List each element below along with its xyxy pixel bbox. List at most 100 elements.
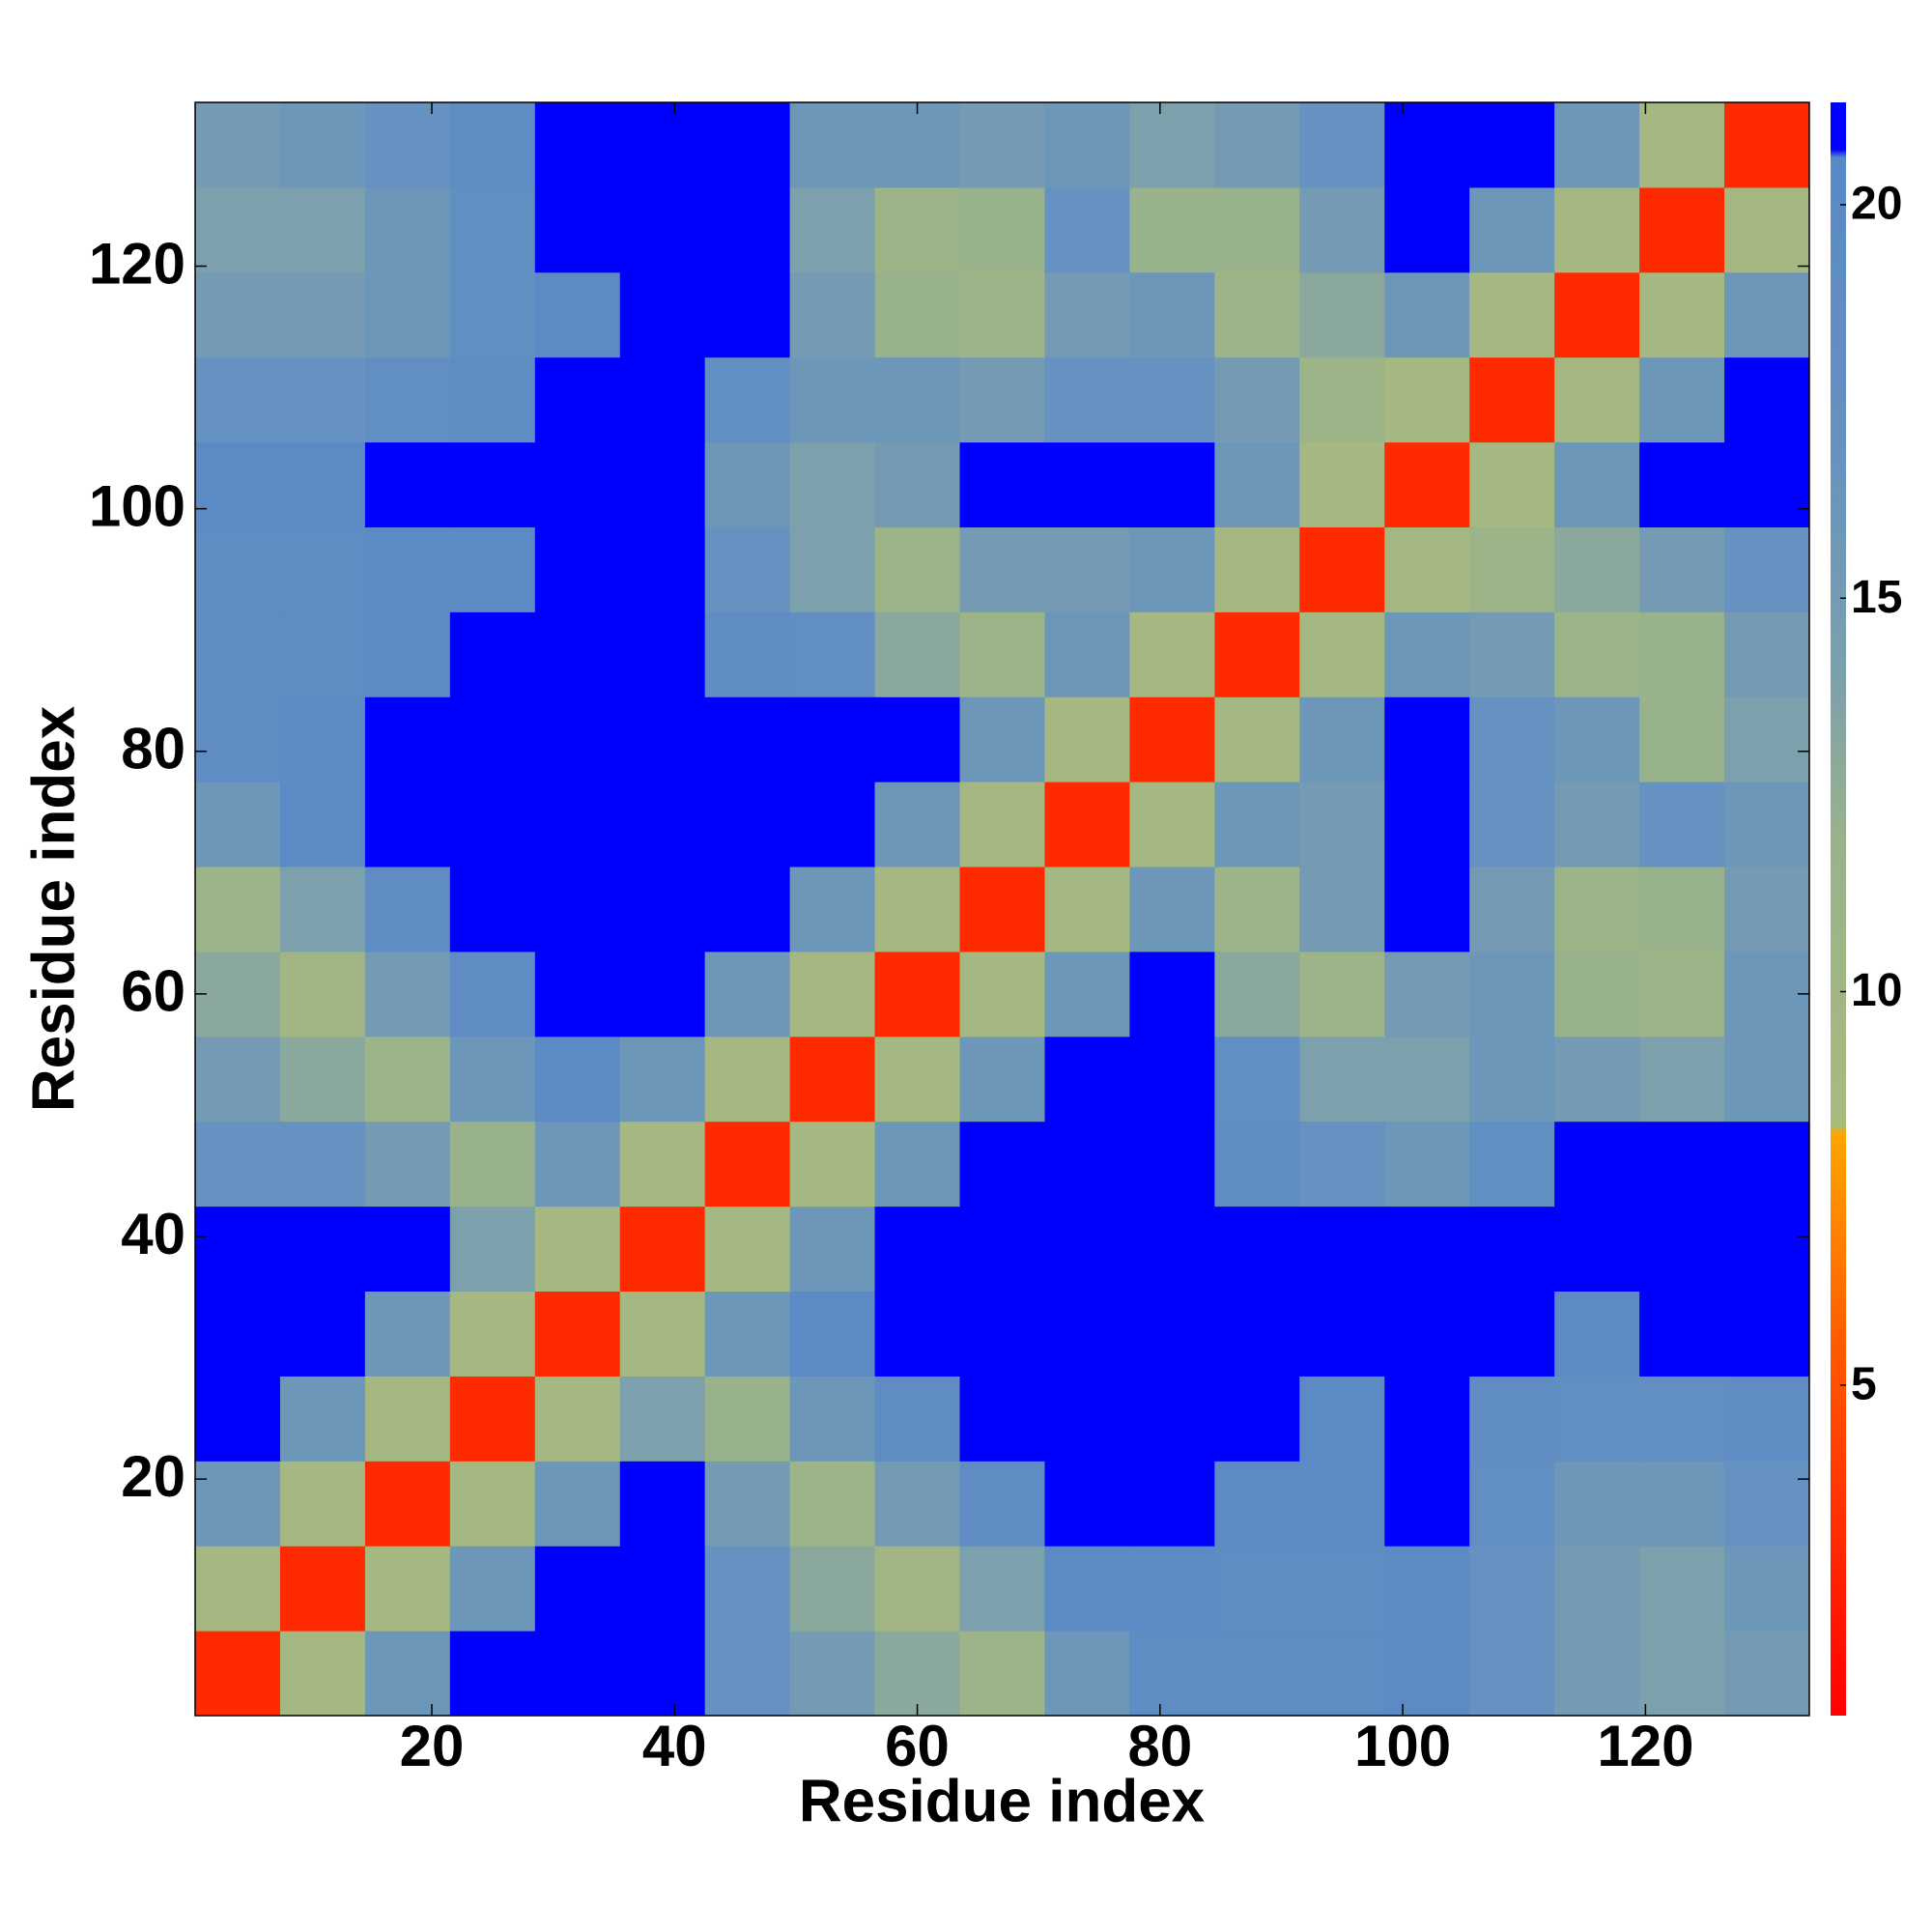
heatmap-cell bbox=[874, 1631, 961, 1717]
heatmap-cell bbox=[1469, 356, 1555, 443]
heatmap-cell bbox=[704, 781, 791, 867]
heatmap-cell bbox=[874, 696, 961, 782]
heatmap-cell bbox=[1044, 1121, 1130, 1208]
heatmap-cell bbox=[1639, 1631, 1725, 1717]
heatmap-cell bbox=[449, 951, 536, 1037]
heatmap-cell bbox=[1469, 781, 1555, 867]
heatmap-cell bbox=[1554, 951, 1640, 1037]
heatmap-cell bbox=[704, 102, 791, 188]
heatmap-cell bbox=[534, 1631, 621, 1717]
heatmap-cell bbox=[1469, 1291, 1555, 1377]
heatmap-cell bbox=[959, 186, 1045, 273]
heatmap-cell bbox=[619, 1631, 706, 1717]
heatmap-cell bbox=[364, 1206, 451, 1293]
heatmap-cell bbox=[1129, 102, 1215, 188]
heatmap-cell bbox=[1129, 1631, 1215, 1717]
heatmap-cell bbox=[1639, 867, 1725, 952]
heatmap-cell bbox=[1469, 186, 1555, 273]
heatmap-cell bbox=[1299, 1461, 1385, 1547]
heatmap-cell bbox=[619, 441, 706, 527]
y-tick-label: 100 bbox=[89, 473, 185, 538]
heatmap-cell bbox=[959, 1631, 1045, 1717]
heatmap-cell bbox=[195, 1036, 281, 1122]
heatmap-cell bbox=[1129, 1121, 1215, 1208]
heatmap-cell bbox=[1384, 1631, 1470, 1717]
heatmap-cell bbox=[279, 1036, 366, 1122]
heatmap-cell bbox=[1044, 1291, 1130, 1377]
heatmap-cell bbox=[704, 1546, 791, 1632]
heatmap-cell bbox=[704, 441, 791, 527]
heatmap-cell bbox=[1384, 1036, 1470, 1122]
heatmap-cell bbox=[874, 186, 961, 273]
heatmap-cell bbox=[449, 186, 536, 273]
colorbar-tick-label: 10 bbox=[1851, 965, 1902, 1016]
heatmap-cell bbox=[874, 611, 961, 697]
heatmap-cell bbox=[279, 611, 366, 697]
heatmap-cell bbox=[195, 1291, 281, 1377]
heatmap-cell bbox=[1639, 1121, 1725, 1208]
heatmap-cell bbox=[279, 1461, 366, 1547]
heatmap-cell bbox=[619, 696, 706, 782]
heatmap-cell bbox=[1129, 441, 1215, 527]
heatmap-cell bbox=[1044, 1376, 1130, 1462]
heatmap-cell bbox=[195, 356, 281, 443]
heatmap-cell bbox=[1554, 441, 1640, 527]
heatmap-cell bbox=[1299, 526, 1385, 612]
heatmap-cell bbox=[789, 1376, 876, 1462]
heatmap-cell bbox=[1554, 867, 1640, 952]
heatmap-cell bbox=[1724, 271, 1810, 358]
heatmap-cell bbox=[449, 611, 536, 697]
heatmap-cell bbox=[1044, 526, 1130, 612]
heatmap-cell bbox=[619, 186, 706, 273]
heatmap-cell bbox=[704, 1121, 791, 1208]
heatmap-cell bbox=[1299, 356, 1385, 443]
heatmap-cell bbox=[1299, 1206, 1385, 1293]
heatmap-cell bbox=[1639, 611, 1725, 697]
heatmap-cell bbox=[279, 1121, 366, 1208]
heatmap-cell bbox=[1299, 867, 1385, 952]
heatmap-cell bbox=[959, 1546, 1045, 1632]
heatmap-cell bbox=[789, 186, 876, 273]
heatmap-cell bbox=[1299, 1631, 1385, 1717]
heatmap-cell bbox=[789, 1631, 876, 1717]
heatmap-cell bbox=[449, 441, 536, 527]
heatmap-cell bbox=[279, 102, 366, 188]
heatmap-cell bbox=[1724, 1461, 1810, 1547]
heatmap-cell bbox=[1129, 1036, 1215, 1122]
x-tick-label: 100 bbox=[1354, 1714, 1451, 1778]
heatmap-cell bbox=[1554, 696, 1640, 782]
heatmap-cell bbox=[534, 271, 621, 358]
heatmap-cell bbox=[195, 867, 281, 952]
heatmap-cell bbox=[195, 186, 281, 273]
heatmap-cell bbox=[1214, 1631, 1300, 1717]
heatmap-cell bbox=[1724, 1546, 1810, 1632]
heatmap-cell bbox=[789, 441, 876, 527]
heatmap-cell bbox=[1384, 867, 1470, 952]
heatmap-cell bbox=[534, 1546, 621, 1632]
heatmap-cell bbox=[195, 611, 281, 697]
heatmap-cell bbox=[1639, 1036, 1725, 1122]
heatmap-cell bbox=[1384, 186, 1470, 273]
heatmap-cell bbox=[449, 1546, 536, 1632]
heatmap-cell bbox=[959, 1121, 1045, 1208]
heatmap-cell bbox=[1129, 186, 1215, 273]
heatmap-cell bbox=[874, 1546, 961, 1632]
heatmap-cell bbox=[1384, 951, 1470, 1037]
heatmap-cell bbox=[279, 356, 366, 443]
heatmap-cell bbox=[195, 526, 281, 612]
heatmap-cell bbox=[1044, 441, 1130, 527]
heatmap-cell bbox=[364, 1461, 451, 1547]
heatmap-cell bbox=[1214, 1461, 1300, 1547]
heatmap-cell bbox=[1724, 441, 1810, 527]
x-axis-label: Residue index bbox=[799, 1768, 1206, 1834]
heatmap-cell bbox=[1384, 781, 1470, 867]
heatmap-cell bbox=[704, 526, 791, 612]
x-tick-label: 60 bbox=[885, 1714, 950, 1778]
heatmap-cell bbox=[789, 951, 876, 1037]
heatmap-cell bbox=[1469, 696, 1555, 782]
heatmap-cell bbox=[1554, 1036, 1640, 1122]
heatmap-cell bbox=[364, 356, 451, 443]
heatmap-cell bbox=[1214, 356, 1300, 443]
heatmap-cell bbox=[1384, 1206, 1470, 1293]
